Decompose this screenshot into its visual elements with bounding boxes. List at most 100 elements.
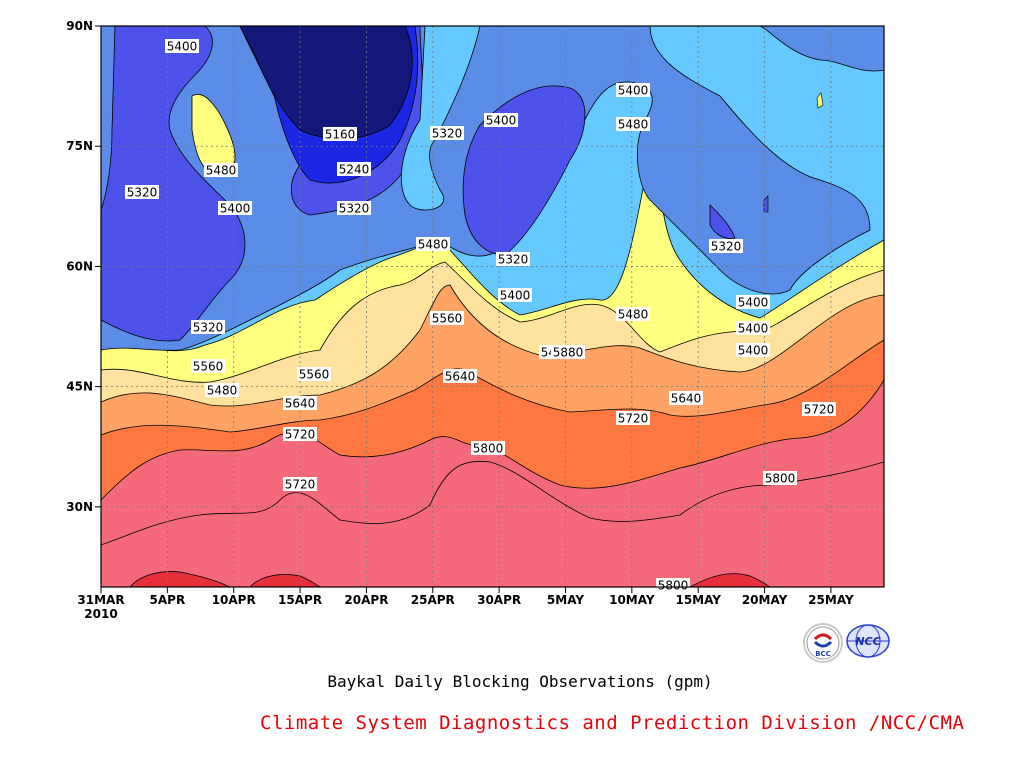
x-tick-label: 10MAY — [609, 593, 655, 607]
contour-label-text: 5240 — [339, 163, 370, 177]
region-5320-5240 — [101, 26, 246, 342]
contour-label-text: 5560 — [299, 368, 330, 382]
contour-label-text: 5400 — [738, 322, 769, 336]
contour-label-bg — [430, 311, 464, 325]
contour-label: 5480 — [204, 163, 238, 178]
x-tick-label: 25MAY — [808, 593, 854, 607]
contour-label: 5720 — [283, 427, 317, 442]
contour-label-text: 5320 — [339, 202, 370, 216]
contour-label-bg — [191, 320, 225, 334]
contour-label-text: 5480 — [206, 164, 237, 178]
contour-label-bg — [496, 252, 530, 266]
contour-label-bg — [283, 427, 317, 441]
contour-label: 5400 — [165, 39, 199, 54]
contour-label-bg — [551, 345, 585, 359]
contour-label-bg — [616, 307, 650, 321]
contour-label-bg — [736, 321, 770, 335]
y-tick-label: 60N — [66, 259, 93, 273]
contour-label-bg — [416, 237, 450, 251]
contour-label-bg — [165, 39, 199, 53]
contour-label: 5320 — [191, 320, 225, 335]
contour-label-text: 5640 — [671, 392, 702, 406]
contour-label: 5160 — [323, 127, 357, 142]
contour-label: 5400 — [736, 321, 770, 336]
contour-label: 5400 — [736, 295, 770, 310]
contour-label: 5320 — [496, 252, 530, 267]
contour-label-text: 5800 — [658, 579, 689, 593]
ncc-logo: NCC — [845, 623, 891, 659]
contour-label-bg — [297, 367, 331, 381]
contour-label-bg — [471, 441, 505, 455]
pocket-5480-tiny — [816, 92, 824, 109]
contour-label: 5560 — [297, 367, 331, 382]
contour-label: 5320 — [709, 239, 743, 254]
contour-label-bg — [283, 477, 317, 491]
contour-label-bg — [616, 411, 650, 425]
contour-label-bg — [125, 185, 159, 199]
contour-label: 5800 — [763, 471, 797, 486]
contour-label-bg — [802, 402, 836, 416]
contour-label-text: 5400 — [738, 296, 769, 310]
contour-label: 5480 — [616, 307, 650, 322]
contour-label: 5320 — [430, 126, 464, 141]
contour-label-bg — [205, 383, 239, 397]
contour-label-text: 5720 — [618, 412, 649, 426]
contour-label-text: 5640 — [285, 397, 316, 411]
contour-label: 5400 — [218, 201, 252, 216]
contour-label-bg — [443, 369, 477, 383]
contour-label: 5720 — [616, 411, 650, 426]
contour-label-text: 5560 — [193, 360, 224, 374]
y-tick-label: 45N — [66, 380, 93, 394]
x-tick-label: 2010 — [84, 607, 117, 621]
svg-text:NCC: NCC — [855, 635, 880, 648]
contour-label-bg — [484, 113, 518, 127]
x-tick-label: 30APR — [477, 593, 521, 607]
region-5320-mid — [462, 85, 586, 256]
chart-title: Baykal Daily Blocking Observations (gpm) — [327, 672, 713, 691]
contour-label-text: 5720 — [285, 478, 316, 492]
contour-label-bg — [337, 201, 371, 215]
plot-area — [101, 26, 884, 587]
band-5880-a — [129, 571, 231, 587]
contour-label-bg — [736, 295, 770, 309]
contour-label-bg — [218, 201, 252, 215]
contour-label-text: 5480 — [618, 308, 649, 322]
contour-label-bg — [283, 396, 317, 410]
contour-label: 5400 — [736, 343, 770, 358]
contour-label-text: 5400 — [220, 202, 251, 216]
band-5880-c — [689, 573, 771, 587]
contour-label: 5560 — [191, 359, 225, 374]
plot-border — [100, 25, 885, 588]
contour-label-text: 5400 — [618, 84, 649, 98]
x-tick-label: 15MAY — [675, 593, 721, 607]
x-tick-label: 25APR — [411, 593, 455, 607]
contour-label-text: 5320 — [432, 127, 463, 141]
contour-label-text: 5160 — [325, 128, 356, 142]
contour-label-text: 5320 — [711, 240, 742, 254]
contour-label-text: 5400 — [738, 344, 769, 358]
y-tick-label: 30N — [66, 500, 93, 514]
contour-label: 5240 — [337, 162, 371, 177]
contour-label: 5400 — [498, 288, 532, 303]
region-5320-east — [709, 204, 736, 239]
contour-label-bg — [204, 163, 238, 177]
x-tick-label: 15APR — [278, 593, 322, 607]
contour-label-bg — [430, 126, 464, 140]
contour-label-bg — [656, 578, 690, 592]
contour-label: 5400 — [484, 113, 518, 128]
contour-label: 5640 — [443, 369, 477, 384]
x-tick-label: 10APR — [212, 593, 256, 607]
contour-label: 5640 — [283, 396, 317, 411]
contour-label: 5640 — [669, 391, 703, 406]
contour-label-text: 5880 — [553, 346, 584, 360]
contour-label-text: 5720 — [285, 428, 316, 442]
contour-label-text: 5400 — [500, 289, 531, 303]
contour-label: 5720 — [283, 477, 317, 492]
contour-label: 5320 — [125, 185, 159, 200]
contour-label-bg — [498, 288, 532, 302]
x-tick-label: 5APR — [150, 593, 186, 607]
contour-label: 5480 — [205, 383, 239, 398]
contour-label-text: 5320 — [498, 253, 529, 267]
contour-label-bg — [709, 239, 743, 253]
